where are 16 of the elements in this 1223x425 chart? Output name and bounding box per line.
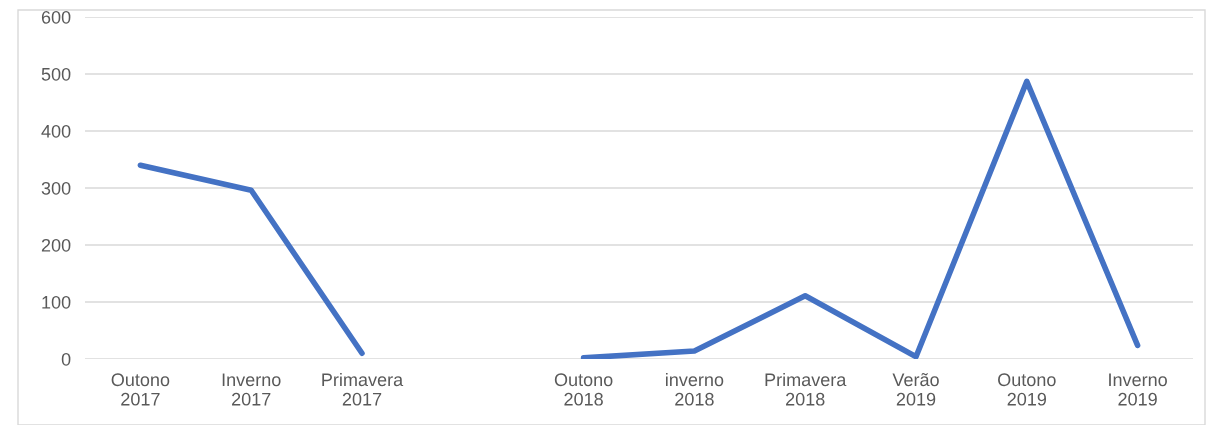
x-tick-label: inverno 2018: [666, 372, 724, 406]
x-tick-label: Inverno 2017: [222, 373, 281, 406]
x-tick-label: Primavera 2017: [322, 372, 404, 406]
x-tick-label: Verão 2019: [892, 373, 939, 406]
y-tick-label: 100: [42, 295, 71, 309]
y-tick-label: 300: [41, 181, 71, 195]
y-tick-label: 400: [41, 124, 71, 138]
y-tick-label: 500: [41, 67, 71, 81]
y-tick-label: 0: [61, 352, 71, 366]
x-tick-label: Outono 2018: [554, 373, 613, 406]
x-tick-label: Primavera 2018: [765, 372, 847, 406]
y-tick-label: 200: [41, 238, 71, 252]
x-tick-label: Outono 2017: [111, 373, 170, 406]
x-tick-label: Outono 2019: [998, 373, 1056, 406]
x-tick-label: Inverno 2019: [1109, 373, 1167, 406]
y-tick-label: 600: [41, 10, 71, 24]
